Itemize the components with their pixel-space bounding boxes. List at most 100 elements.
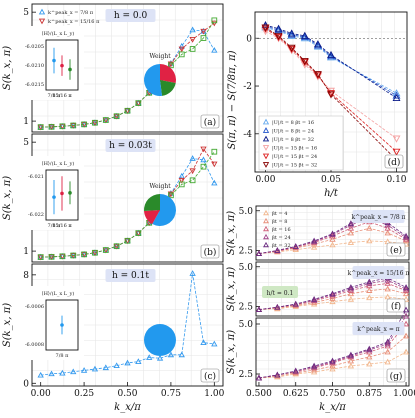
pie-slice bbox=[160, 64, 176, 83]
panel-label: (e) bbox=[390, 245, 402, 256]
data-point bbox=[70, 252, 77, 259]
legend-label: βt = 16 bbox=[272, 227, 291, 233]
data-point bbox=[402, 290, 410, 297]
legend-label: |U|/t = 15 βt = 32 bbox=[272, 163, 317, 169]
inset-frame bbox=[45, 299, 79, 351]
data-point bbox=[384, 338, 391, 345]
x-axis-label: k_x/π bbox=[319, 402, 346, 413]
pie-title: Weight bbox=[149, 183, 171, 190]
data-point bbox=[189, 155, 196, 161]
title-badge bbox=[105, 269, 156, 282]
y-tick-label: -4 bbox=[243, 130, 252, 140]
panel-annotation: k^peak_x = 15/16 π bbox=[348, 270, 410, 277]
data-point bbox=[274, 247, 281, 253]
data-point bbox=[178, 351, 185, 358]
inset-y-tick: -6.022 bbox=[28, 212, 44, 218]
inset-title: ⟨H⟩/(L_x L_y) bbox=[42, 290, 75, 297]
data-point bbox=[168, 62, 174, 69]
series-line bbox=[265, 25, 397, 96]
data-point bbox=[81, 251, 87, 258]
data-point bbox=[261, 25, 270, 33]
data-point bbox=[310, 295, 318, 302]
data-point bbox=[366, 224, 373, 231]
data-point bbox=[402, 320, 410, 327]
panel-e: 2.5 5.0S(k_x, π) (e) k^peak_x = 7/8 π βt = 4… bbox=[226, 205, 410, 261]
series-line bbox=[40, 273, 215, 376]
panel-label-box bbox=[386, 368, 406, 383]
pie-slice bbox=[143, 194, 160, 212]
data-point bbox=[384, 348, 391, 355]
y-tick-label: 8 bbox=[23, 271, 29, 281]
inset-frame bbox=[45, 169, 79, 221]
y-tick-label: 5.0 bbox=[239, 207, 254, 217]
legend-label: |U|/t = 15 βt = 16 bbox=[272, 146, 317, 152]
data-point bbox=[102, 117, 109, 123]
legend-marker bbox=[262, 135, 270, 142]
data-point bbox=[274, 371, 281, 378]
panel-annotation: k^peak_x = 7/8 π bbox=[352, 214, 406, 221]
x-axis-label: k_x/π bbox=[114, 402, 141, 413]
panel-title: h = 0.0 bbox=[114, 11, 148, 21]
data-point bbox=[347, 357, 355, 364]
inset-point bbox=[68, 191, 72, 195]
y-tick-label: 5.0 bbox=[239, 263, 254, 273]
data-point bbox=[329, 298, 336, 305]
legend-label: βt = 24 bbox=[272, 235, 291, 241]
data-point bbox=[287, 30, 296, 38]
x-axis-label: h/t bbox=[324, 188, 339, 199]
data-point bbox=[329, 365, 336, 372]
data-point bbox=[366, 353, 373, 360]
data-point bbox=[274, 24, 283, 32]
data-point bbox=[392, 148, 401, 156]
x-tick-label: 0.500 bbox=[246, 389, 272, 399]
data-point bbox=[366, 237, 373, 244]
data-point bbox=[59, 123, 66, 130]
data-point bbox=[366, 360, 373, 367]
data-point bbox=[402, 237, 410, 244]
legend-label: k^peak_x = 15/16 π bbox=[48, 18, 100, 25]
data-point bbox=[329, 362, 336, 369]
legend-marker bbox=[262, 145, 270, 151]
panel-label-box bbox=[384, 154, 404, 169]
x-tick-label: 0.50 bbox=[117, 389, 137, 399]
panel-label-box bbox=[386, 298, 406, 313]
y-tick-label: 1 bbox=[23, 117, 29, 127]
legend-marker bbox=[262, 162, 270, 168]
panel-b: 12345S(k_x, π)(b)h = 0.03t⟨H⟩/(L_x L_y)-… bbox=[2, 133, 224, 263]
data-point bbox=[274, 372, 281, 379]
inset-y-tick: -6.0008 bbox=[25, 342, 44, 348]
data-point bbox=[366, 345, 373, 352]
inset-x-tick: 7/8 π bbox=[56, 353, 70, 359]
inset-point bbox=[68, 67, 72, 72]
panel-label-box bbox=[200, 114, 220, 129]
panel-label: (a) bbox=[204, 117, 216, 128]
data-point bbox=[189, 26, 196, 33]
y-tick-label: 2.5 bbox=[239, 246, 254, 256]
data-point bbox=[261, 28, 270, 36]
x-tick-label: 0.25 bbox=[74, 389, 94, 399]
panel-title: h = 0.03t bbox=[109, 141, 152, 151]
data-point bbox=[384, 229, 391, 236]
annotation-badge bbox=[352, 322, 405, 335]
data-point bbox=[48, 253, 55, 260]
data-point bbox=[124, 237, 131, 244]
legend-marker bbox=[263, 225, 269, 232]
panel-d: 0 -2 -4 0.00 0.05 0.10 S(π, π) − S(7/8π, π) h/t… bbox=[227, 11, 408, 199]
data-point bbox=[200, 163, 207, 170]
data-point bbox=[135, 358, 142, 364]
series-line bbox=[258, 309, 407, 379]
y-tick-label: 5.0 bbox=[239, 320, 254, 330]
y-axis-label: S(k_x, π) bbox=[2, 46, 13, 90]
x-tick-label: 1.00 bbox=[204, 389, 224, 399]
inset-point bbox=[60, 323, 64, 327]
data-point bbox=[300, 31, 309, 39]
legend-marker bbox=[263, 241, 269, 248]
legend-marker bbox=[263, 209, 269, 216]
data-point bbox=[347, 229, 355, 236]
data-point bbox=[211, 46, 218, 53]
series-line bbox=[258, 335, 407, 379]
data-point bbox=[402, 295, 410, 302]
legend-label: βt = 32 bbox=[272, 243, 291, 249]
legend-label: βt = 4 bbox=[272, 211, 287, 217]
data-point bbox=[113, 113, 120, 120]
